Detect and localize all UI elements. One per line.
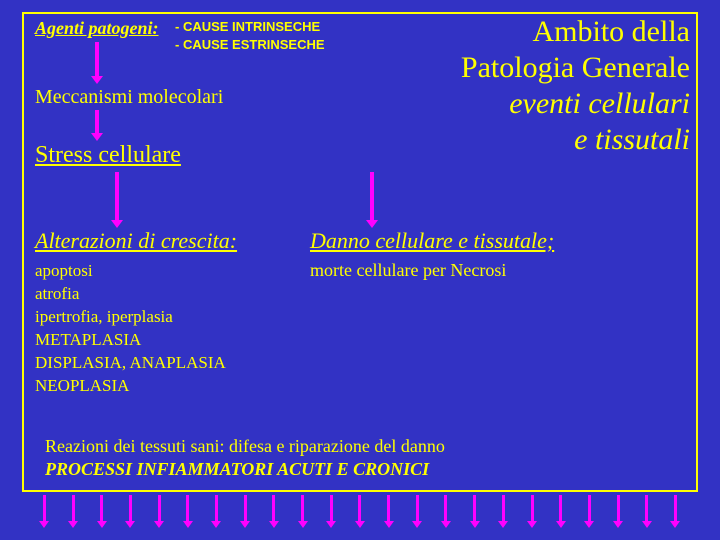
alterazioni-title: Alterazioni di crescita: [35, 228, 237, 254]
arrow-down-icon [645, 495, 648, 523]
arrow-down-icon [129, 495, 132, 523]
agenti-block: Agenti patogeni: [35, 18, 159, 39]
list-item: DISPLASIA, ANAPLASIA [35, 352, 237, 375]
cause-2: - CAUSE ESTRINSECHE [175, 36, 325, 54]
list-item: atrofia [35, 283, 237, 306]
arrow-down-icon [272, 495, 275, 523]
list-item: apoptosi [35, 260, 237, 283]
arrow-down-icon [95, 42, 99, 78]
arrow-down-icon [215, 495, 218, 523]
danno-title: Danno cellulare e tissutale; [310, 228, 554, 254]
list-item: ipertrofia, iperplasia [35, 306, 237, 329]
title-line-3: eventi cellulari [461, 86, 690, 122]
arrow-down-icon [588, 495, 591, 523]
title-line-2: Patologia Generale [461, 50, 690, 86]
cause-1: - CAUSE INTRINSECHE [175, 18, 325, 36]
bottom-arrows-row [0, 495, 720, 540]
arrow-down-icon [186, 495, 189, 523]
arrow-down-icon [473, 495, 476, 523]
list-item: METAPLASIA [35, 329, 237, 352]
title-line-1: Ambito della [461, 14, 690, 50]
arrow-down-icon [158, 495, 161, 523]
danno-block: Danno cellulare e tissutale; morte cellu… [310, 228, 554, 281]
reazioni-block: Reazioni dei tessuti sani: difesa e ripa… [45, 435, 445, 482]
arrow-down-icon [370, 172, 374, 222]
stress-label: Stress cellulare [35, 142, 181, 169]
slide: Agenti patogeni: - CAUSE INTRINSECHE - C… [0, 0, 720, 540]
arrow-down-icon [502, 495, 505, 523]
alterazioni-list: apoptosi atrofia ipertrofia, iperplasia … [35, 260, 237, 398]
arrow-down-icon [358, 495, 361, 523]
danno-sub: morte cellulare per Necrosi [310, 260, 554, 281]
title-line-4: e tissutali [461, 122, 690, 158]
arrow-down-icon [617, 495, 620, 523]
title-block: Ambito della Patologia Generale eventi c… [461, 14, 690, 158]
arrow-down-icon [387, 495, 390, 523]
meccanismi-label: Meccanismi molecolari [35, 86, 223, 109]
reazioni-line-2: PROCESSI INFIAMMATORI ACUTI E CRONICI [45, 458, 445, 481]
agenti-label: Agenti patogeni: [35, 18, 159, 38]
list-item: NEOPLASIA [35, 375, 237, 398]
arrow-down-icon [43, 495, 46, 523]
reazioni-line-1: Reazioni dei tessuti sani: difesa e ripa… [45, 435, 445, 458]
arrow-down-icon [531, 495, 534, 523]
arrow-down-icon [301, 495, 304, 523]
arrow-down-icon [100, 495, 103, 523]
arrow-down-icon [416, 495, 419, 523]
alterazioni-block: Alterazioni di crescita: apoptosi atrofi… [35, 228, 237, 398]
arrow-down-icon [674, 495, 677, 523]
arrow-down-icon [72, 495, 75, 523]
arrow-down-icon [115, 172, 119, 222]
arrow-down-icon [95, 110, 99, 135]
arrow-down-icon [559, 495, 562, 523]
arrow-down-icon [330, 495, 333, 523]
arrow-down-icon [444, 495, 447, 523]
arrow-down-icon [244, 495, 247, 523]
cause-list: - CAUSE INTRINSECHE - CAUSE ESTRINSECHE [175, 18, 325, 54]
